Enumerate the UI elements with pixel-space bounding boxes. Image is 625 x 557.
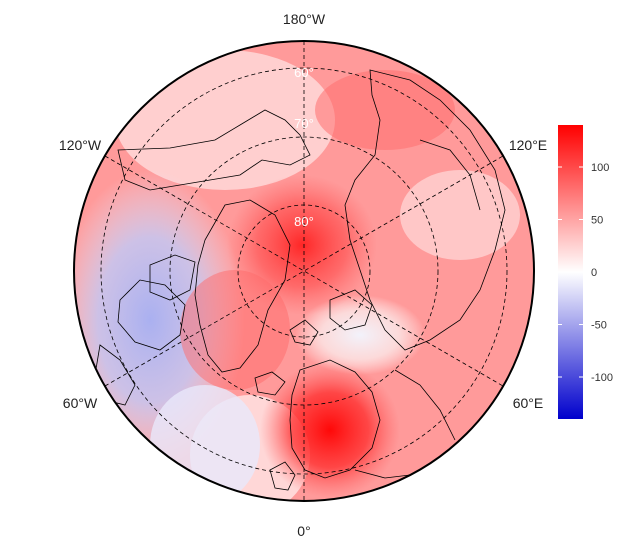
lon-label-180w: 180°W bbox=[283, 11, 326, 27]
coast-hudson-bay bbox=[117, 279, 186, 351]
colorbar: 100 50 0 -50 -100 bbox=[558, 125, 613, 419]
colorbar-tick-label: -50 bbox=[591, 320, 607, 332]
anomaly-field bbox=[74, 41, 534, 501]
coast-baffin-island bbox=[149, 254, 196, 301]
field-positive-east-siberia bbox=[315, 70, 455, 150]
lat-label-80: 80° bbox=[294, 214, 314, 229]
coast-iceland bbox=[254, 371, 286, 396]
coast-siberia bbox=[344, 69, 506, 351]
colorbar-tick-label: 50 bbox=[591, 215, 603, 227]
colorbar-tick-label: 100 bbox=[591, 162, 609, 174]
lon-label-0: 0° bbox=[297, 523, 310, 539]
lon-label-60e: 60°E bbox=[513, 395, 544, 411]
colorbar-tick-label: -100 bbox=[591, 372, 613, 384]
coast-novaya-zemlya bbox=[329, 289, 373, 331]
colorbar-gradient bbox=[558, 125, 583, 419]
coast-alaska-canada bbox=[117, 109, 311, 191]
coast-russia-inner bbox=[394, 369, 456, 441]
field-patch-siberia bbox=[400, 170, 520, 260]
lat-label-70: 70° bbox=[294, 116, 314, 131]
field-negative-labrador bbox=[150, 385, 260, 501]
graticule bbox=[100, 41, 508, 501]
field-positive-scandinavia bbox=[260, 362, 400, 498]
field-positive-greenland bbox=[180, 270, 290, 390]
lon-label-120w: 120°W bbox=[59, 137, 102, 153]
field-neutral-barents bbox=[295, 295, 425, 375]
lat-label-60: 60° bbox=[294, 65, 314, 80]
colorbar-ticks: 100 50 0 -50 -100 bbox=[558, 162, 613, 384]
lon-label-60w: 60°W bbox=[63, 395, 98, 411]
coast-scandinavia bbox=[289, 359, 381, 479]
coast-svalbard bbox=[289, 319, 319, 346]
coast-east-siberia-inner bbox=[419, 139, 481, 211]
coastlines bbox=[94, 69, 506, 491]
lon-label-120e: 120°E bbox=[509, 137, 547, 153]
coast-greenland bbox=[194, 199, 291, 373]
coast-british-isles bbox=[269, 461, 296, 491]
latitude-circle-60 bbox=[100, 67, 508, 475]
colorbar-tick-label: 0 bbox=[591, 267, 597, 279]
map-boundary bbox=[73, 40, 535, 502]
